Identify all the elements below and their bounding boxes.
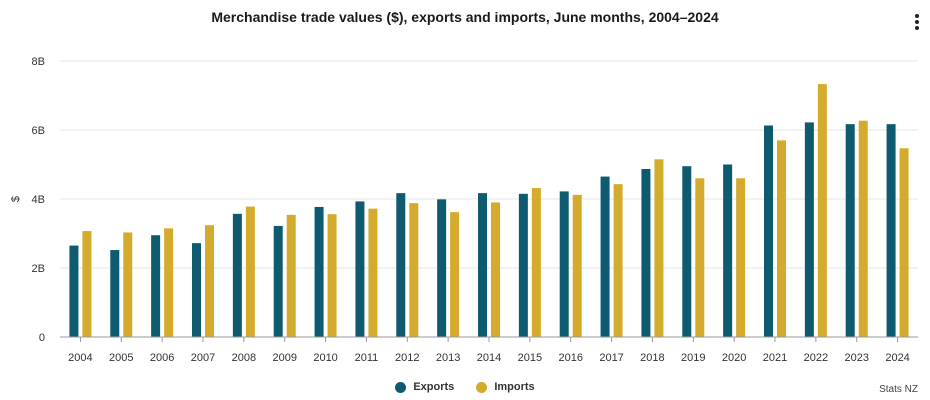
x-tick-label: 2020 [722,352,746,364]
bar-exports-2024[interactable] [886,124,896,337]
bar-imports-2010[interactable] [327,214,337,337]
bar-exports-2009[interactable] [273,225,283,337]
bar-imports-2005[interactable] [123,232,133,337]
bar-exports-2006[interactable] [151,235,161,337]
x-tick-label: 2005 [109,352,133,364]
legend-swatch-exports [395,381,407,393]
bar-imports-2017[interactable] [613,184,623,337]
bar-exports-2015[interactable] [518,193,528,337]
bar-exports-2017[interactable] [600,176,610,337]
x-tick-label: 2004 [68,352,92,364]
x-tick-label: 2014 [477,352,501,364]
y-tick-label: 8B [32,56,45,68]
bar-imports-2006[interactable] [164,228,174,337]
bar-imports-2015[interactable] [531,187,541,337]
bar-imports-2004[interactable] [82,231,92,337]
x-tick-label: 2010 [313,352,337,364]
legend-label-exports: Exports [413,381,455,393]
x-tick-label: 2011 [355,352,379,364]
x-tick-label: 2009 [272,352,296,364]
bar-imports-2019[interactable] [695,178,705,337]
x-tick-label: 2016 [558,352,582,364]
bar-exports-2013[interactable] [437,199,447,337]
x-tick-label: 2019 [681,352,705,364]
bar-imports-2022[interactable] [817,84,827,338]
x-tick-label: 2021 [763,352,787,364]
x-tick-label: 2008 [232,352,256,364]
x-axis-ticks: 2004 2005 2006 2007 2008 2009 2010 2011 2012 2013… [68,337,910,364]
bar-imports-2012[interactable] [409,203,419,337]
bar-exports-2004[interactable] [69,245,79,337]
bar-imports-2008[interactable] [245,206,255,337]
source-credit: Stats NZ [879,384,918,395]
bar-exports-2014[interactable] [478,193,487,337]
x-tick-label: 2013 [436,352,460,364]
chart-title: Merchandise trade values ($), exports an… [211,9,719,25]
x-tick-label: 2012 [395,352,419,364]
y-axis-label: $ [10,196,22,202]
bar-exports-2023[interactable] [845,124,855,337]
bar-exports-2021[interactable] [764,125,773,337]
y-tick-label: 4B [32,194,45,206]
bar-imports-2009[interactable] [286,214,296,337]
legend-label-imports: Imports [494,381,535,393]
bar-imports-2013[interactable] [450,212,460,337]
legend-swatch-imports [476,381,488,393]
bar-imports-2021[interactable] [777,140,786,337]
x-tick-label: 2017 [599,352,623,364]
bar-imports-2011[interactable] [368,208,378,337]
bars [69,84,909,338]
bar-imports-2016[interactable] [572,194,582,337]
bar-exports-2012[interactable] [396,193,406,337]
x-tick-label: 2018 [640,352,664,364]
x-tick-label: 2023 [844,352,868,364]
bar-exports-2007[interactable] [192,243,201,337]
bar-imports-2020[interactable] [736,178,746,337]
legend-item-imports[interactable]: Imports [476,381,535,393]
x-tick-label: 2006 [150,352,174,364]
bar-exports-2005[interactable] [110,250,120,337]
y-tick-label: 6B [32,125,45,137]
bar-imports-2024[interactable] [899,148,909,337]
bar-exports-2018[interactable] [641,168,651,337]
bar-exports-2011[interactable] [355,201,365,337]
bar-exports-2016[interactable] [559,191,569,337]
x-tick-label: 2022 [804,352,828,364]
bar-exports-2020[interactable] [723,164,733,338]
grid-lines [60,60,918,269]
x-tick-label: 2015 [518,352,542,364]
x-tick-label: 2007 [191,352,215,364]
bar-exports-2022[interactable] [804,122,814,337]
x-tick-label: 2024 [885,352,909,364]
legend-item-exports[interactable]: Exports [395,381,454,393]
y-tick-label: 2B [32,263,45,275]
bar-imports-2023[interactable] [858,120,868,337]
y-tick-label: 0 [39,332,45,344]
legend: Exports Imports [0,381,930,393]
y-axis-ticks: 0 2B 4B 6B 8B [32,56,45,344]
more-options-icon[interactable] [909,12,925,32]
bar-imports-2014[interactable] [491,202,500,337]
bar-imports-2007[interactable] [205,225,214,337]
bar-exports-2019[interactable] [682,166,692,337]
bar-imports-2018[interactable] [654,159,664,337]
chart-plot: 0 2B 4B 6B 8B $ 2004 2005 2006 2007 2008 2009 2010… [10,56,918,364]
bar-exports-2010[interactable] [314,206,324,337]
bar-exports-2008[interactable] [232,213,242,337]
